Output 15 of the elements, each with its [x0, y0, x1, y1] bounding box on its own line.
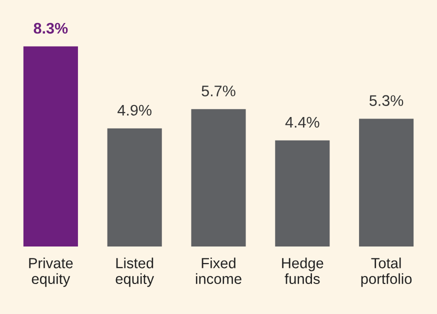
bar [191, 109, 246, 246]
bar [275, 140, 330, 246]
x-tick-label: Private equity [29, 258, 73, 287]
x-tick-label: Total portfolio [361, 258, 412, 287]
bar [23, 46, 78, 246]
data-label: 8.3% [34, 22, 68, 34]
data-label: 5.3% [370, 95, 404, 106]
x-tick-label: Fixed income [196, 258, 242, 284]
bar [359, 118, 414, 246]
x-tick-label: Listed equity [116, 258, 154, 287]
data-label: 4.4% [285, 116, 320, 128]
x-tick-label: Hedge funds [282, 258, 324, 284]
data-label: 4.9% [118, 104, 152, 116]
bar [107, 128, 162, 246]
data-label: 5.7% [202, 86, 236, 96]
